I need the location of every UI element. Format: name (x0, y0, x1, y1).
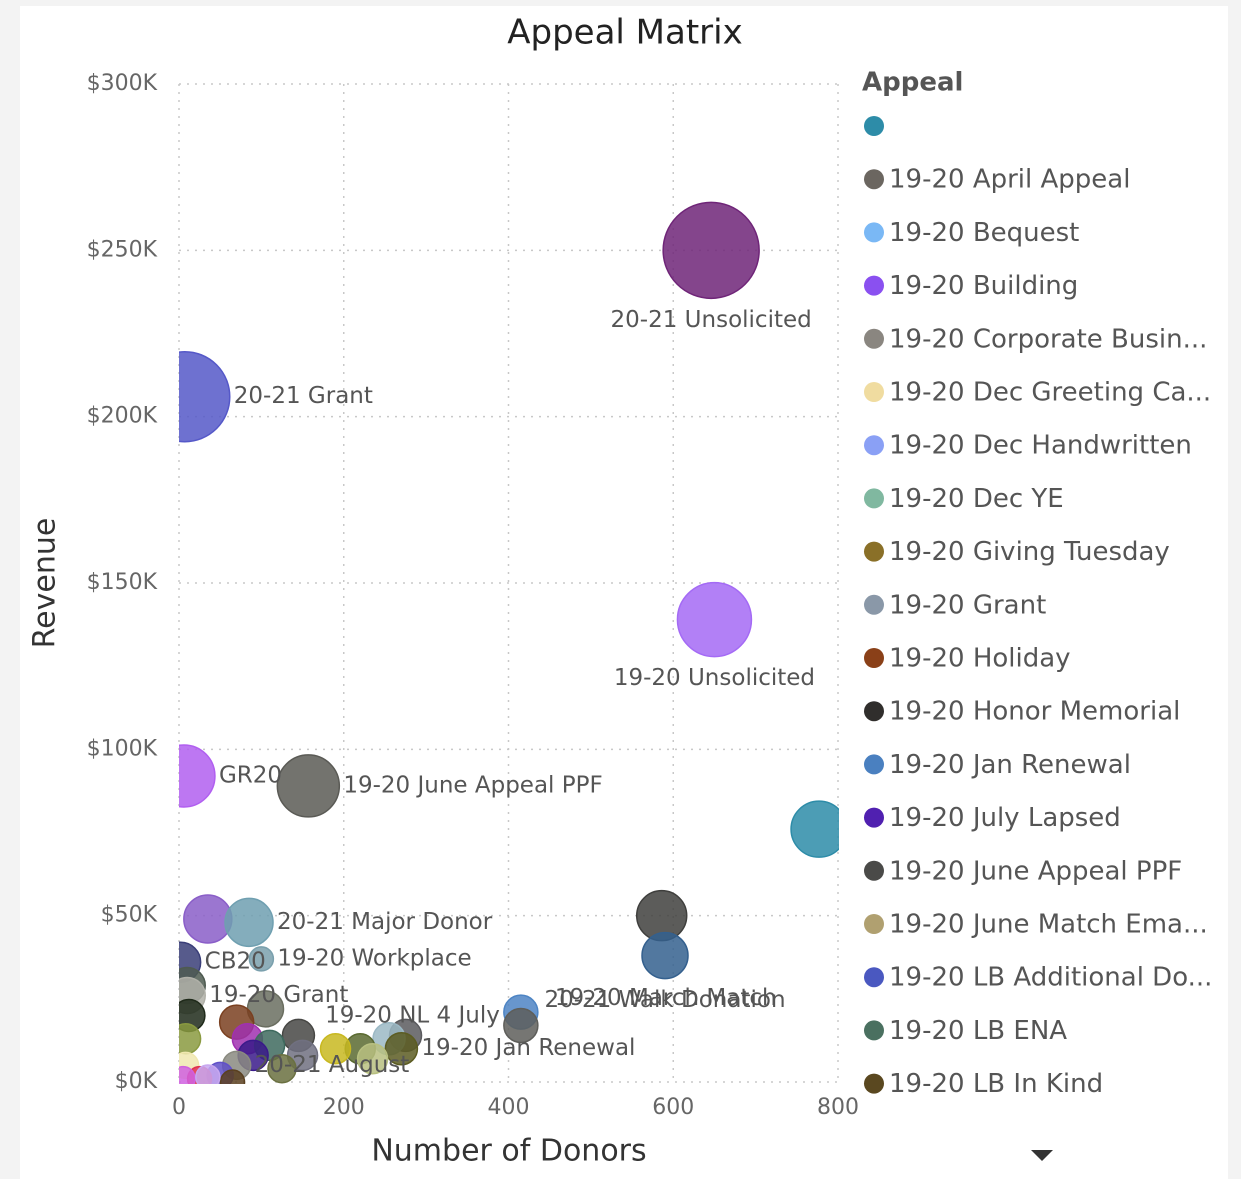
data-label: 19-20 NL 4 July (325, 1003, 500, 1029)
legend-marker (864, 541, 884, 562)
legend-marker (864, 807, 884, 828)
legend-label: 19-20 LB In Kind (889, 1069, 1103, 1099)
y-tick-label: $200K (87, 404, 158, 429)
y-tick-label: $300K (87, 71, 158, 96)
legend-label: 19-20 LB Additional Do... (889, 963, 1212, 993)
legend-label: 19-20 LB ENA (889, 1016, 1067, 1046)
data-label: 19-20 Jan Renewal (421, 1035, 635, 1061)
legend-marker (864, 488, 884, 509)
data-label: 19-20 Grant (209, 982, 348, 1008)
data-labels: 20-21 Unsolicited 20-21 Grant 19-20 Unsoli… (205, 307, 815, 1078)
bubble (179, 350, 231, 443)
bubble (319, 1032, 352, 1065)
bubble (503, 1007, 539, 1044)
grid: $0K $50K $100K $150K $200K $250K $300K 0 200 400 6… (87, 71, 859, 1120)
data-label: 19-20 Unsolicited (614, 665, 815, 691)
legend-marker (864, 116, 884, 136)
data-label: CB20 (205, 949, 266, 975)
legend-marker (864, 594, 884, 615)
x-tick-label: 200 (323, 1095, 365, 1120)
legend-label: 19-20 Dec Greeting Ca... (889, 378, 1211, 408)
x-tick-label: 400 (488, 1095, 530, 1120)
legend-label: 19-20 June Match Ema... (889, 910, 1208, 940)
legend-marker (864, 1020, 884, 1041)
legend-label: 19-20 June Appeal PPF (889, 856, 1182, 886)
legend-label: 19-20 April Appeal (889, 165, 1130, 195)
legend-marker (864, 754, 884, 775)
legend-marker (864, 435, 884, 456)
legend-label: 19-20 Building (889, 271, 1078, 301)
y-tick-label: $0K (115, 1069, 158, 1094)
data-label: 19-20 March Match (555, 985, 777, 1011)
bubble (224, 897, 274, 948)
legend-marker (864, 914, 884, 934)
legend-marker (864, 328, 884, 349)
bubble (248, 946, 275, 972)
bubble (384, 1031, 419, 1066)
legend-marker (864, 860, 884, 881)
legend-label: 19-20 Grant (889, 590, 1046, 620)
legend-marker (864, 1073, 884, 1094)
data-label: 20-21 Unsolicited (611, 307, 812, 333)
legend-marker (864, 967, 884, 988)
legend-label: 19-20 Holiday (889, 644, 1071, 674)
y-tick-label: $100K (87, 736, 158, 761)
data-label: GR20 (219, 762, 282, 788)
bubble (276, 754, 341, 818)
visual-card (20, 6, 1228, 1179)
data-label: 20-21 Walk Donation (544, 987, 785, 1013)
bubble (790, 800, 839, 858)
y-axis-label: Revenue (28, 518, 63, 649)
bubble (356, 1042, 389, 1075)
legend-title: Appeal (862, 68, 963, 98)
bubble (195, 1064, 221, 1084)
legend-marker (864, 382, 884, 402)
bubble (641, 931, 689, 980)
data-label: 19-20 June Appeal PPF (343, 772, 602, 798)
legend-label: 19-20 Dec YE (889, 484, 1064, 514)
bubble (267, 1053, 297, 1084)
legend-label: 19-20 Corporate Busin... (889, 324, 1207, 354)
y-tick-label: $150K (87, 570, 158, 595)
legend-marker (864, 701, 884, 722)
x-axis-label: Number of Donors (371, 1134, 646, 1169)
legend-label: 19-20 Bequest (889, 218, 1079, 248)
legend-label: 19-20 July Lapsed (889, 803, 1121, 833)
legend-label: 19-20 Honor Memorial (889, 697, 1180, 727)
legend-marker (864, 275, 884, 296)
legend-label: 19-20 Giving Tuesday (889, 537, 1170, 567)
legend-label: 19-20 Jan Renewal (889, 750, 1131, 780)
x-tick-label: 600 (652, 1095, 694, 1120)
data-label: 20-21 August (255, 1052, 410, 1078)
chart-title: Appeal Matrix (507, 13, 742, 53)
data-label: 20-21 Grant (234, 383, 373, 409)
legend-marker (864, 169, 884, 190)
bubble (219, 1069, 246, 1084)
bubbles (179, 201, 839, 1084)
legend-label: 19-20 Dec Handwritten (889, 431, 1192, 461)
legend-marker (864, 648, 884, 668)
y-tick-label: $250K (87, 237, 158, 262)
bubble (179, 1065, 196, 1084)
data-label: 19-20 Workplace (277, 945, 471, 971)
bubble (662, 201, 760, 300)
x-tick-label: 800 (817, 1095, 859, 1120)
legend-scroll-arrow[interactable] (1031, 1150, 1053, 1161)
x-tick-label: 0 (172, 1095, 186, 1120)
bubble (676, 581, 753, 658)
legend-marker (864, 222, 884, 243)
data-label: 20-21 Major Donor (277, 909, 493, 935)
y-tick-label: $50K (101, 903, 158, 928)
bubble (179, 744, 216, 808)
